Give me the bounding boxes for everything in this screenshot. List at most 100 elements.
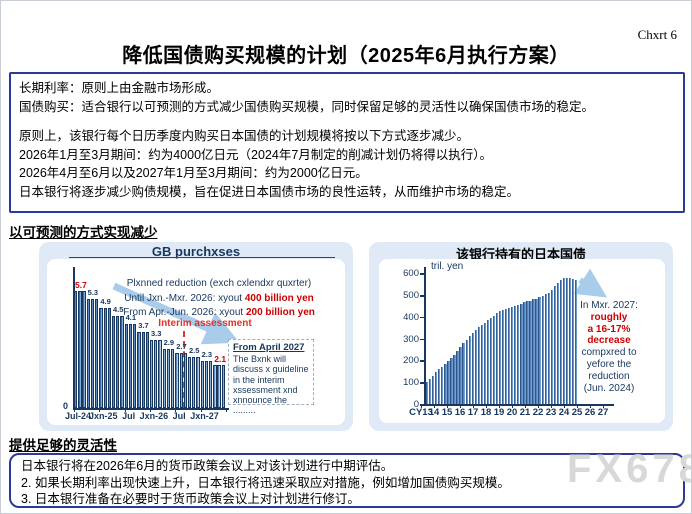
y-axis-tick [420,295,424,297]
purchase-bar [141,332,145,408]
policy-summary-box: 长期利率：原则上由金融市场形成。 国债购买：适合银行以可预测的方式减少国债购买规… [9,72,685,213]
holdings-bar [541,295,544,404]
x-axis-label: 14 [428,407,440,418]
x-axis-label: Jxn-25 [89,411,118,421]
x-axis-label: 22 [532,407,544,418]
note-line: From Apr.-Jun. 2026: xyout 200 billion y… [123,307,315,318]
x-axis-label: 23 [545,407,557,418]
holdings-bar [502,310,505,404]
purchase-bar [78,291,82,408]
flexibility-line: 3. 日本银行准备在必要时于货币政策会议上对计划进行修订。 [21,492,360,506]
from-april-2027-line: The Bxnk will [233,354,287,364]
x-axis-label: 21 [519,407,531,418]
bar-value-label: 4.5 [112,304,124,314]
holdings-bar [568,278,572,404]
boj-holdings-chart: tril. yen 0 100 200 300 400 500 600 CY13 14 15 16… [379,259,665,423]
x-axis-tick [538,404,539,408]
x-axis-tick [499,404,500,408]
from-april-2027-line: discuss x guideline [233,364,309,375]
x-axis-tick [99,408,101,412]
x-axis-label: Jul-24 [64,411,91,421]
holdings-bar [529,300,532,404]
y-axis-label: 200 [403,355,419,367]
holdings-bar [498,311,502,404]
x-axis-tick [590,404,591,408]
purchase-bar [200,360,204,408]
purchase-bar [145,332,150,408]
purchase-bar [171,348,175,408]
boj-holdings-title: 该银行持有的日本国债 [455,247,586,262]
purchase-bar [196,356,200,409]
x-axis-tick [150,408,151,412]
x-axis-tick [551,404,552,408]
annotation-in-mar-2027: In Mxr. 2027: roughly a 16-17% decrease comp… [561,300,657,394]
x-axis-label: 25 [571,407,583,418]
purchase-bar [179,352,183,409]
purchase-bar [95,299,99,408]
holdings-bar [511,307,514,404]
from-april-2027-line: xssessment xnd [233,384,298,395]
x-axis-label: 27 [597,407,609,418]
chart-number-label: Chxrt 6 [637,27,677,42]
x-axis-tick [421,404,422,408]
y-axis-tick [420,404,424,406]
bar-value-label: 5.7 [75,280,87,291]
y-axis-label: 600 [403,268,419,280]
purchase-bar [158,340,162,408]
note-line: Plxnned reduction (exch cxlendxr quxrter… [126,278,312,289]
annotation-line: In Mxr. 2027: [580,300,638,311]
y-axis-tick [420,316,424,319]
holdings-bar [526,301,529,404]
x-axis-label: Jul [172,411,186,421]
holdings-bar [559,280,563,404]
holdings-bar [565,277,569,404]
flexibility-line: 2. 如果长期利率出现快速上升，日本银行将迅速采取应对措施，例如增加国债购买规模… [21,475,510,490]
holdings-bar [517,304,520,404]
purchase-bar [90,299,95,408]
purchase-bar [162,348,166,408]
holdings-bar [459,347,462,404]
holdings-bar [456,350,459,404]
bar-value-label: 2.7 [176,341,187,351]
holdings-bar [426,382,429,404]
planned-reduction-note: Plxnned reduction (exch cxlendxr quxrter… [107,277,331,321]
y-axis [424,267,426,406]
x-axis-tick [486,404,487,408]
holdings-bar [523,302,526,404]
x-axis-label: CY13 [409,407,433,418]
x-axis-label: Jul [122,411,136,421]
holdings-bar [492,315,496,404]
x-axis-tick [434,404,435,408]
y-zero-label: 0 [63,401,69,411]
holdings-bar [486,320,490,404]
note-line: Until Jxn.-Mxr. 2026: xyout 400 billion … [124,292,314,304]
x-axis-tick [447,404,448,408]
purchase-bar [183,352,188,409]
boj-holdings-panel: 该银行持有的日本国债 tril. yen 0 100 200 300 400 500 600… [369,242,673,431]
holdings-bar [432,375,435,404]
y-axis-tick [420,338,424,341]
from-april-2027-line: ......... [233,405,256,416]
holdings-bar [514,305,517,404]
x-axis-tick [564,404,565,408]
policy-line: 国债购买：适合银行以可预测的方式减少国债购买规模，同时保留足够的灵活性以确保国债… [19,99,595,114]
purchase-bar [213,364,217,408]
purchase-bar [221,364,225,408]
holdings-bar [544,294,547,404]
purchase-bar [116,315,120,409]
x-axis-tick [525,404,526,408]
holdings-bar [447,360,450,404]
x-axis-tick [473,404,474,408]
jgb-purchases-title: GB purchxses [151,244,241,259]
holdings-bar [508,308,511,404]
purchase-bar [204,360,209,408]
holdings-bar [538,297,541,404]
x-axis-tick [124,408,126,412]
flexibility-line: 日本银行将在2026年6月的货币政策会议上对该计划进行中期评估。 [21,459,394,473]
annotation-line: a 16-17% [587,323,631,335]
holdings-bar [562,278,566,404]
policy-line: 长期利率：原则上由金融市场形成。 [19,81,220,95]
purchase-bar [103,307,107,408]
x-axis-label: 24 [558,407,570,418]
purchase-bar [187,356,192,409]
